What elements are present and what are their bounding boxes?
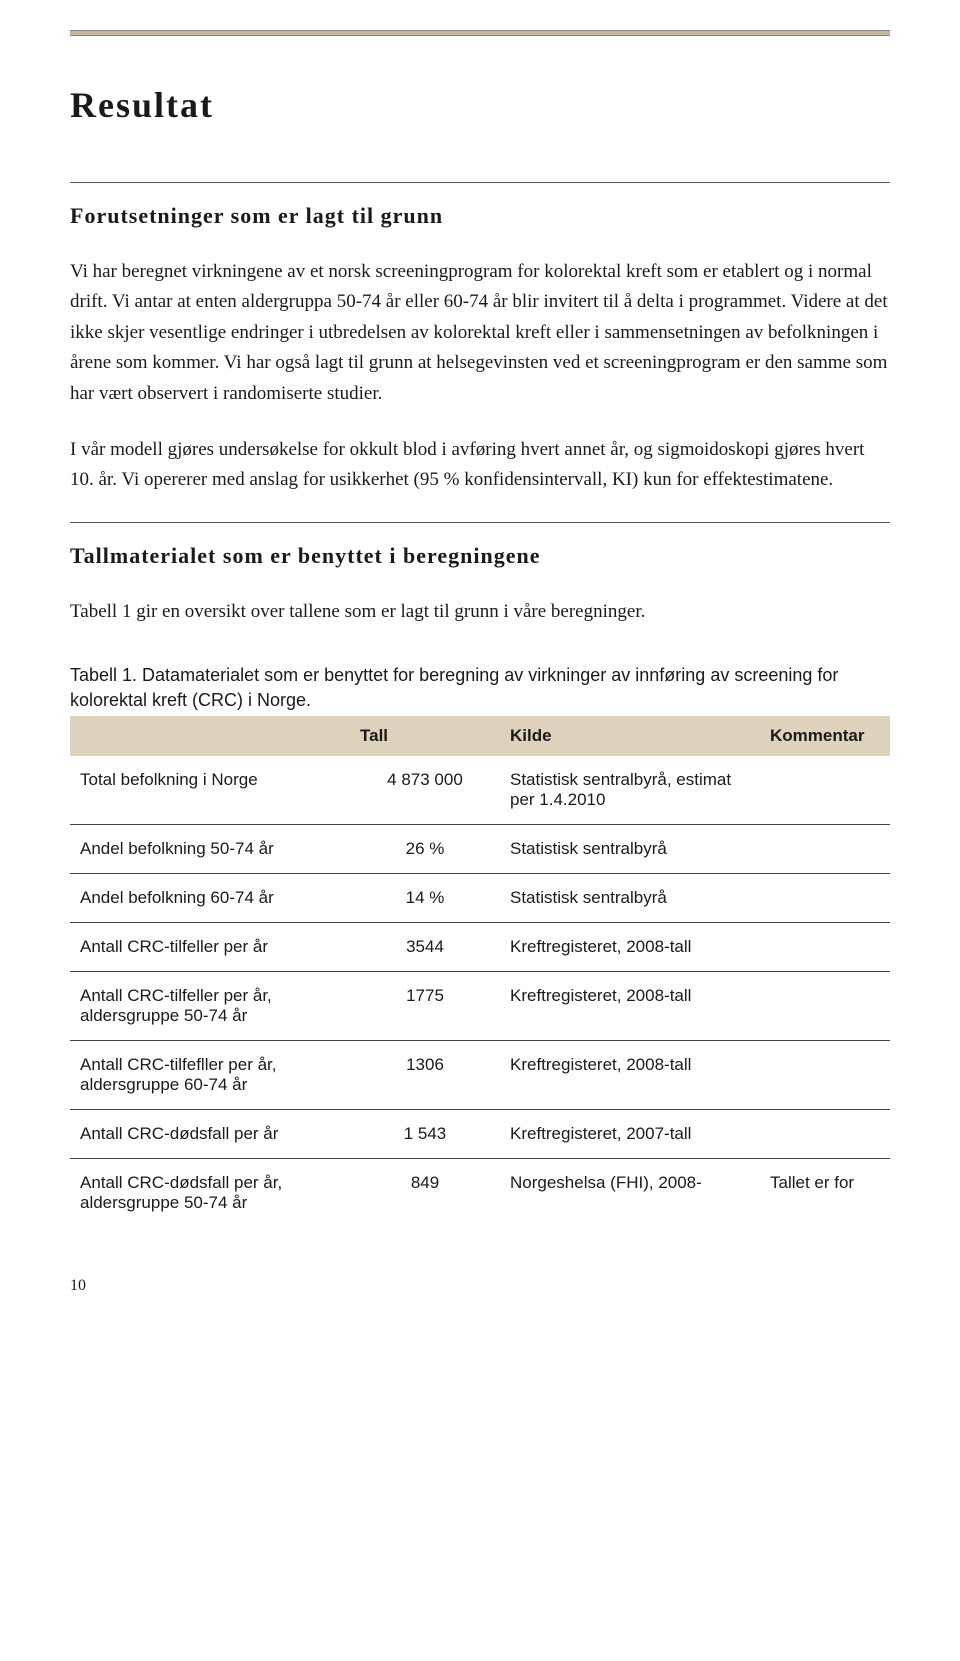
table-cell-kilde: Kreftregisteret, 2008-tall	[500, 1040, 760, 1109]
table-row: Andel befolkning 50-74 år 26 % Statistis…	[70, 824, 890, 873]
table-row: Total befolkning i Norge 4 873 000 Stati…	[70, 756, 890, 825]
table-cell-kilde: Statistisk sentralbyrå	[500, 873, 760, 922]
table-cell-tall: 849	[350, 1158, 500, 1227]
table-cell-label: Antall CRC-dødsfall per år, aldersgruppe…	[70, 1158, 350, 1227]
top-rule-decor	[70, 30, 890, 36]
table-cell-komm	[760, 756, 890, 825]
table-cell-label: Andel befolkning 60-74 år	[70, 873, 350, 922]
table-cell-kilde: Kreftregisteret, 2007-tall	[500, 1109, 760, 1158]
table-row: Antall CRC-dødsfall per år, aldersgruppe…	[70, 1158, 890, 1227]
table-cell-label: Antall CRC-tilfefller per år, aldersgrup…	[70, 1040, 350, 1109]
table-cell-label: Antall CRC-tilfeller per år, aldersgrupp…	[70, 971, 350, 1040]
table-row: Antall CRC-dødsfall per år 1 543 Kreftre…	[70, 1109, 890, 1158]
document-page: Resultat Forutsetninger som er lagt til …	[0, 0, 960, 1335]
table-cell-label: Antall CRC-tilfeller per år	[70, 922, 350, 971]
section-divider	[70, 522, 890, 523]
body-paragraph: Vi har beregnet virkningene av et norsk …	[70, 257, 890, 409]
table-cell-komm	[760, 922, 890, 971]
table-cell-tall: 3544	[350, 922, 500, 971]
table-cell-tall: 14 %	[350, 873, 500, 922]
table-header-row: Tall Kilde Kommentar	[70, 716, 890, 756]
table-row: Antall CRC-tilfeller per år 3544 Kreftre…	[70, 922, 890, 971]
table-cell-label: Antall CRC-dødsfall per år	[70, 1109, 350, 1158]
table-cell-komm	[760, 1109, 890, 1158]
table-cell-tall: 1 543	[350, 1109, 500, 1158]
table-cell-kilde: Norgeshelsa (FHI), 2008-	[500, 1158, 760, 1227]
page-title: Resultat	[70, 84, 890, 126]
table-cell-komm: Tallet er for	[760, 1158, 890, 1227]
table-row: Andel befolkning 60-74 år 14 % Statistis…	[70, 873, 890, 922]
table-cell-komm	[760, 824, 890, 873]
table-caption: Tabell 1. Datamaterialet som er benyttet…	[70, 663, 890, 713]
table-cell-kilde: Kreftregisteret, 2008-tall	[500, 971, 760, 1040]
table-row: Antall CRC-tilfefller per år, aldersgrup…	[70, 1040, 890, 1109]
table-header-kilde: Kilde	[500, 716, 760, 756]
body-paragraph: Tabell 1 gir en oversikt over tallene so…	[70, 597, 890, 627]
table-cell-kilde: Statistisk sentralbyrå, estimat per 1.4.…	[500, 756, 760, 825]
table-cell-komm	[760, 873, 890, 922]
data-table: Tall Kilde Kommentar Total befolkning i …	[70, 716, 890, 1227]
table-cell-label: Total befolkning i Norge	[70, 756, 350, 825]
table-cell-kilde: Kreftregisteret, 2008-tall	[500, 922, 760, 971]
section-heading-data: Tallmaterialet som er benyttet i beregni…	[70, 543, 890, 569]
table-cell-tall: 26 %	[350, 824, 500, 873]
page-number: 10	[70, 1277, 890, 1295]
table-cell-komm	[760, 1040, 890, 1109]
body-paragraph: I vår modell gjøres undersøkelse for okk…	[70, 435, 890, 496]
table-row: Antall CRC-tilfeller per år, aldersgrupp…	[70, 971, 890, 1040]
table-header-kommentar: Kommentar	[760, 716, 890, 756]
table-header-empty	[70, 716, 350, 756]
table-cell-kilde: Statistisk sentralbyrå	[500, 824, 760, 873]
section-heading-assumptions: Forutsetninger som er lagt til grunn	[70, 203, 890, 229]
table-cell-komm	[760, 971, 890, 1040]
table-header-tall: Tall	[350, 716, 500, 756]
table-cell-label: Andel befolkning 50-74 år	[70, 824, 350, 873]
section-divider	[70, 182, 890, 183]
table-cell-tall: 1775	[350, 971, 500, 1040]
table-cell-tall: 1306	[350, 1040, 500, 1109]
table-cell-tall: 4 873 000	[350, 756, 500, 825]
